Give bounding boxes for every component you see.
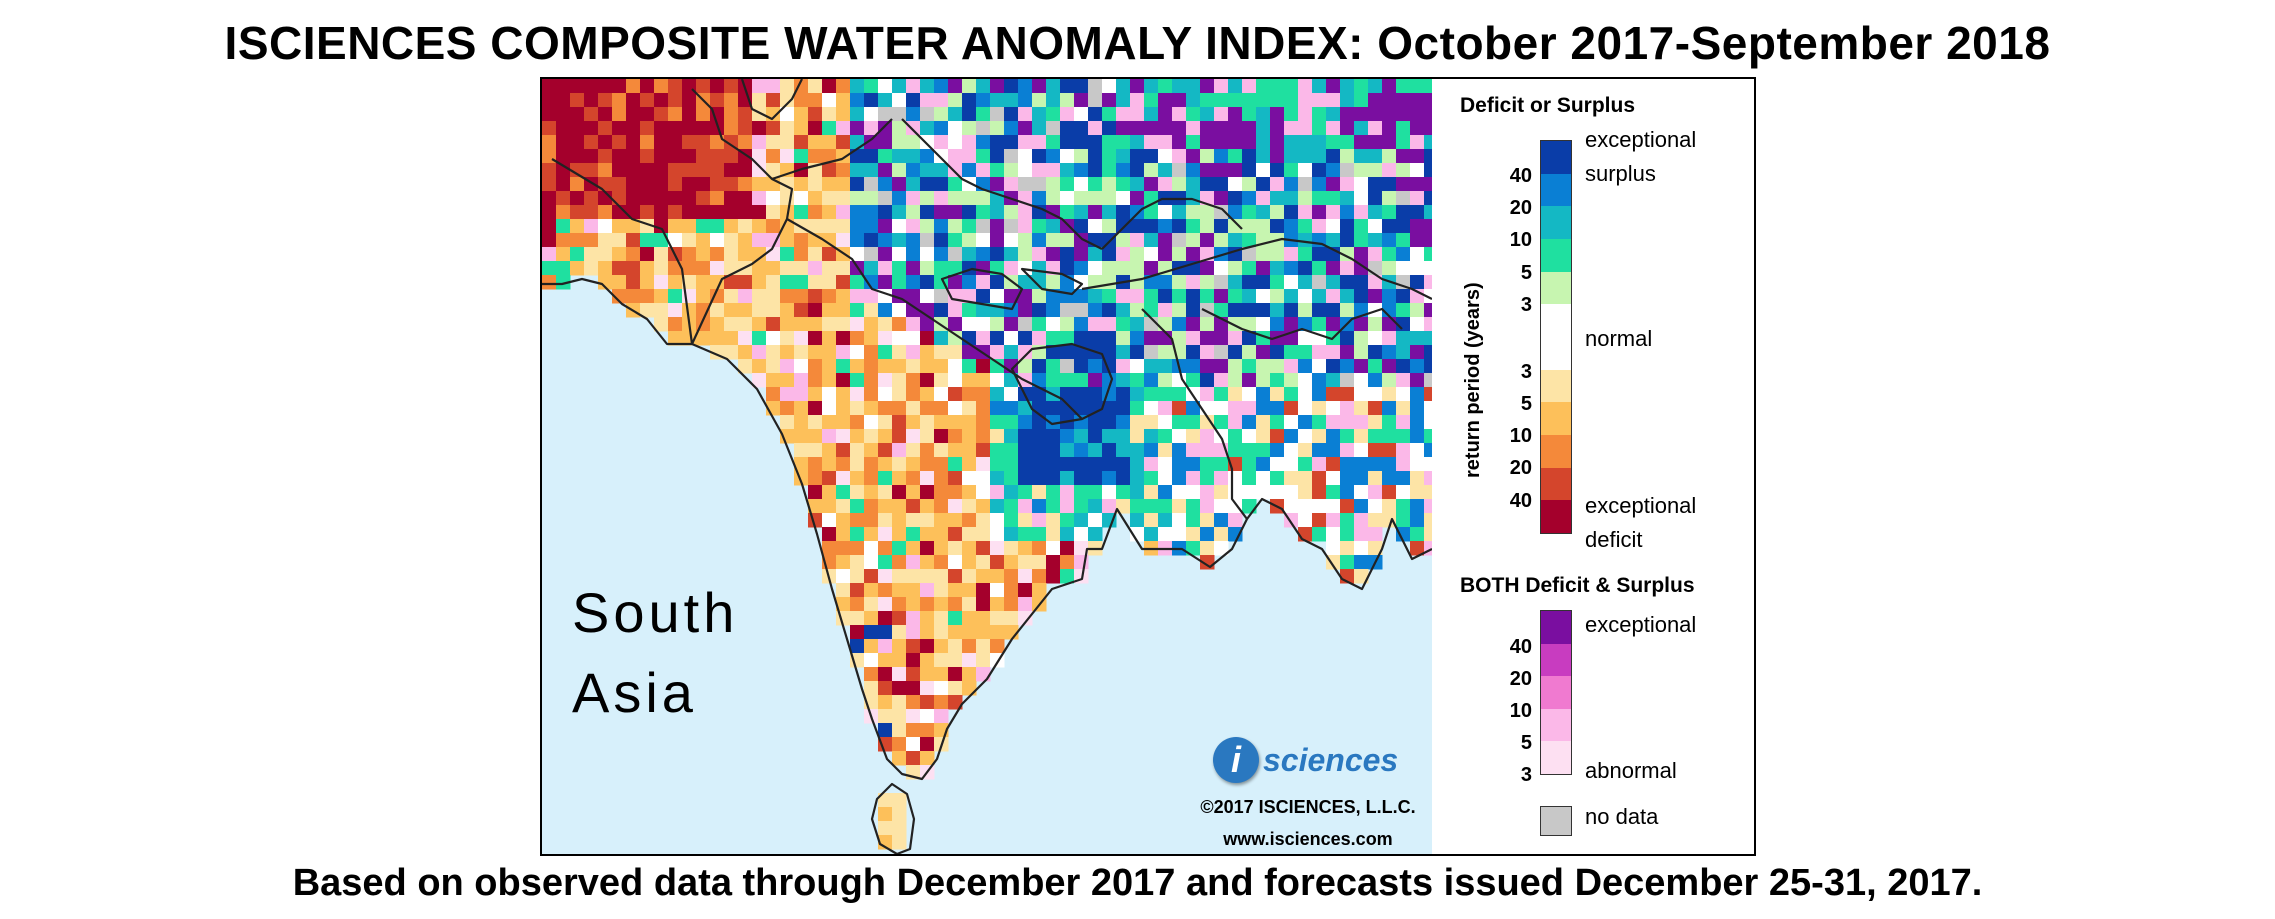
- surplus-tick-label: 20: [1509, 197, 1532, 219]
- colorbar-swatch: [1541, 304, 1571, 337]
- region-label-asia: Asia: [572, 661, 697, 724]
- both-tick-label: 3: [1520, 764, 1532, 786]
- deficit-tick-label: 40: [1509, 490, 1532, 512]
- colorbar-swatch: [1541, 500, 1571, 533]
- deficit-surplus-swatches: [1541, 141, 1571, 533]
- both-swatch: [1541, 708, 1571, 742]
- no-data-swatch: [1540, 806, 1572, 836]
- country-borders: [542, 79, 1432, 854]
- isciences-logo: i sciences: [1213, 737, 1398, 783]
- both-swatch: [1541, 741, 1571, 774]
- deficit-tick-label: 20: [1509, 457, 1532, 479]
- map-subtitle: Based on observed data through December …: [292, 862, 1983, 904]
- both-swatch: [1541, 643, 1571, 677]
- colorbar-swatch: [1541, 173, 1571, 207]
- legend-label-exceptional-surplus-1: exceptional: [1585, 127, 1697, 152]
- deficit-surplus-colorbar: [1540, 140, 1572, 534]
- both-colorbar: [1540, 610, 1572, 775]
- map-title: ISCIENCES COMPOSITE WATER ANOMALY INDEX:…: [224, 17, 2051, 69]
- legend-label-both-abnormal: abnormal: [1585, 758, 1677, 783]
- colorbar-swatch: [1541, 467, 1571, 501]
- legend-heading-both: BOTH Deficit & Surplus: [1460, 574, 1695, 597]
- legend-axis-title: return period (years): [1462, 282, 1485, 478]
- colorbar-swatch: [1541, 336, 1571, 370]
- surplus-tick-label: 10: [1509, 229, 1532, 251]
- legend-label-normal: normal: [1585, 326, 1653, 351]
- deficit-tick-label: 5: [1520, 393, 1532, 415]
- both-swatch: [1541, 611, 1571, 644]
- legend-heading-deficit-surplus: Deficit or Surplus: [1460, 94, 1636, 117]
- colorbar-swatch: [1541, 206, 1571, 239]
- deficit-tick-label: 10: [1509, 425, 1532, 447]
- legend-label-exceptional-surplus-2: surplus: [1585, 161, 1656, 186]
- deficit-tick-label: 3: [1520, 361, 1532, 383]
- colorbar-swatch: [1541, 141, 1571, 174]
- both-swatches: [1541, 611, 1571, 774]
- colorbar-swatch: [1541, 434, 1571, 468]
- anomaly-map: [542, 79, 1432, 854]
- surplus-tick-label: 5: [1520, 262, 1532, 284]
- region-label-south: South: [572, 581, 739, 644]
- surplus-tick-label: 40: [1509, 165, 1532, 187]
- both-tick-label: 5: [1520, 732, 1532, 754]
- website-text: www.isciences.com: [1223, 829, 1393, 849]
- anomaly-cells: [542, 79, 1432, 850]
- logo-i-icon: i: [1213, 737, 1259, 783]
- legend-label-both-exceptional: exceptional: [1585, 612, 1697, 637]
- surplus-tick-label: 3: [1520, 294, 1532, 316]
- colorbar-swatch: [1541, 402, 1571, 435]
- colorbar-swatch: [1541, 369, 1571, 403]
- both-tick-label: 10: [1509, 700, 1532, 722]
- copyright-text: ©2017 ISCIENCES, L.L.C.: [1200, 797, 1416, 817]
- both-swatch: [1541, 676, 1571, 709]
- logo-text: sciences: [1263, 741, 1399, 778]
- both-tick-label: 20: [1509, 668, 1532, 690]
- legend-label-no-data: no data: [1585, 804, 1659, 829]
- both-tick-label: 40: [1509, 636, 1532, 658]
- colorbar-swatch: [1541, 271, 1571, 305]
- legend-label-exceptional-deficit-2: deficit: [1585, 527, 1643, 552]
- colorbar-swatch: [1541, 238, 1571, 272]
- legend-label-exceptional-deficit-1: exceptional: [1585, 493, 1697, 518]
